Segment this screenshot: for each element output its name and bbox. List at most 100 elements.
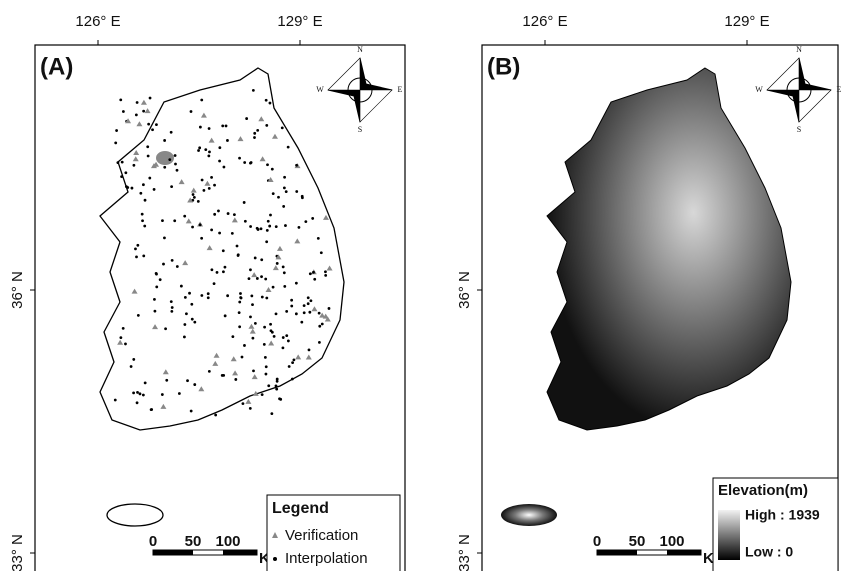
panel-label: (A)	[40, 53, 73, 80]
interpolation-site	[186, 379, 189, 382]
interpolation-site	[119, 336, 122, 339]
interpolation-site	[164, 327, 167, 330]
y-tick-label: 36° N	[456, 271, 473, 309]
interpolation-site	[190, 110, 193, 113]
x-tick-label: 126° E	[522, 13, 567, 30]
interpolation-site	[178, 392, 181, 395]
interpolation-site	[283, 285, 286, 288]
interpolation-site	[222, 249, 225, 252]
x-tick-label: 129° E	[277, 13, 322, 30]
interpolation-site	[242, 402, 245, 405]
interpolation-site	[266, 163, 269, 166]
interpolation-site	[147, 155, 150, 158]
interpolation-site	[308, 311, 311, 314]
interpolation-site	[282, 346, 285, 349]
interpolation-site	[275, 225, 278, 228]
interpolation-site	[153, 188, 156, 191]
interpolation-site	[132, 391, 135, 394]
interpolation-site	[285, 310, 288, 313]
interpolation-site	[155, 285, 158, 288]
interpolation-site	[210, 268, 213, 271]
interpolation-site	[226, 294, 229, 297]
x-tick-label: 126° E	[75, 13, 120, 30]
interpolation-site	[238, 157, 241, 160]
interpolation-site	[114, 141, 117, 144]
interpolation-site	[137, 314, 140, 317]
interpolation-site	[199, 126, 202, 129]
interpolation-site	[210, 228, 213, 231]
interpolation-site	[144, 199, 147, 202]
interpolation-site	[144, 381, 147, 384]
interpolation-site	[269, 102, 272, 105]
compass-label: W	[316, 85, 324, 94]
interpolation-site	[301, 196, 304, 199]
compass-label: E	[837, 85, 841, 94]
interpolation-site	[293, 358, 296, 361]
interpolation-site	[208, 370, 211, 373]
interpolation-site	[249, 268, 252, 271]
scale-bar-segment	[153, 550, 193, 555]
interpolation-site	[312, 271, 315, 274]
interpolation-site	[185, 312, 188, 315]
interpolation-site	[295, 312, 298, 315]
interpolation-site	[142, 110, 145, 113]
interpolation-site	[218, 232, 221, 235]
interpolation-site	[251, 337, 254, 340]
interpolation-site	[311, 217, 314, 220]
legend-title: Legend	[272, 500, 329, 517]
interpolation-site	[161, 393, 164, 396]
interpolation-site	[267, 220, 270, 223]
interpolation-site	[174, 154, 177, 157]
interpolation-site	[260, 258, 263, 261]
panel-label: (B)	[487, 53, 520, 80]
interpolation-site	[199, 223, 202, 226]
scale-bar-segment	[667, 550, 701, 555]
interpolation-site	[245, 117, 248, 120]
interpolation-site	[191, 318, 194, 321]
interpolation-site	[265, 124, 268, 127]
interpolation-site	[231, 232, 234, 235]
interpolation-site	[221, 124, 224, 127]
interpolation-site	[221, 374, 224, 377]
interpolation-site	[254, 257, 257, 260]
map-panel: 126° E129° E36° N33° N(A)NSEW050100KmLeg…	[9, 13, 405, 571]
interpolation-site	[120, 175, 123, 178]
interpolation-site	[193, 196, 196, 199]
interpolation-site	[227, 212, 230, 215]
interpolation-site	[173, 219, 176, 222]
interpolation-site	[136, 391, 139, 394]
interpolation-site	[313, 278, 316, 281]
verification-site	[141, 100, 147, 105]
jeju-island	[107, 504, 163, 526]
interpolation-site	[269, 214, 272, 217]
compass-rose	[328, 58, 392, 122]
interpolation-site	[132, 164, 135, 167]
interpolation-site	[290, 299, 293, 302]
interpolation-site	[282, 336, 285, 339]
interpolation-site	[193, 321, 196, 324]
compass-rose	[767, 58, 831, 122]
interpolation-site	[208, 187, 211, 190]
interpolation-site	[197, 149, 200, 152]
interpolation-site	[249, 225, 252, 228]
interpolation-site	[295, 282, 298, 285]
interpolation-site	[291, 378, 294, 381]
interpolation-site	[201, 179, 204, 182]
interpolation-site	[130, 365, 133, 368]
interpolation-site	[284, 224, 287, 227]
interpolation-site	[237, 253, 240, 256]
interpolation-site	[191, 226, 194, 229]
interpolation-site	[261, 296, 264, 299]
interpolation-site	[318, 312, 321, 315]
interpolation-site	[231, 335, 234, 338]
elevation-jeju	[501, 504, 557, 526]
compass-label: N	[357, 45, 363, 54]
interpolation-site	[252, 370, 255, 373]
interpolation-site	[265, 99, 268, 102]
interpolation-site	[213, 184, 216, 187]
compass-label: S	[797, 125, 801, 134]
interpolation-site	[170, 185, 173, 188]
interpolation-site	[256, 227, 259, 230]
interpolation-site	[148, 177, 151, 180]
